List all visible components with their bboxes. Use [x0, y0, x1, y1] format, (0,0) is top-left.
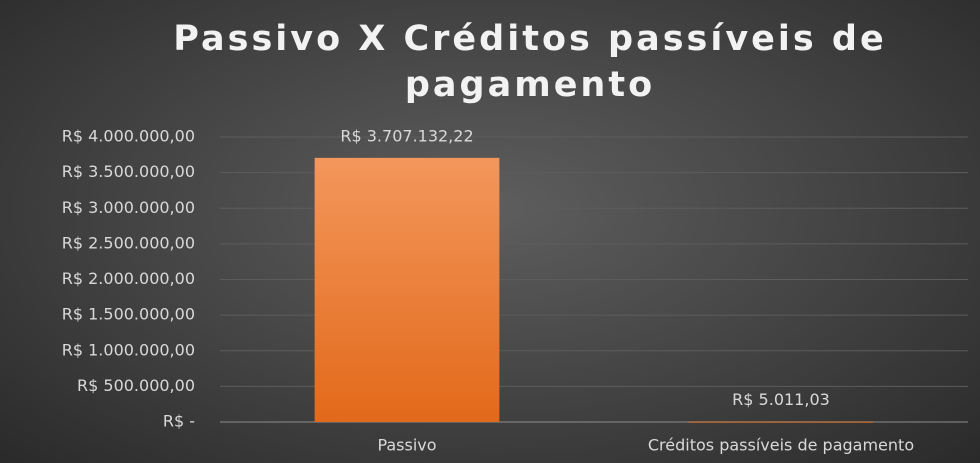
y-tick-label: R$ 3.500.000,00: [62, 162, 195, 181]
y-tick-label: R$ 500.000,00: [77, 376, 195, 395]
y-tick-label: R$ 1.000.000,00: [62, 340, 195, 359]
y-tick-label: R$ -: [163, 412, 195, 431]
data-label: R$ 5.011,03: [732, 390, 830, 409]
data-label: R$ 3.707.132,22: [340, 126, 473, 145]
x-tick-label: Créditos passíveis de pagamento: [648, 436, 914, 455]
chart-title: Passivo X Créditos passíveis de pagament…: [173, 19, 887, 105]
bar: [688, 421, 874, 423]
y-tick-label: R$ 3.000.000,00: [62, 198, 195, 217]
y-tick-label: R$ 1.500.000,00: [62, 305, 195, 324]
y-tick-label: R$ 2.500.000,00: [62, 233, 195, 252]
x-tick-label: Passivo: [377, 436, 436, 455]
bar: [314, 157, 500, 423]
y-tick-label: R$ 2.000.000,00: [62, 269, 195, 288]
y-tick-label: R$ 4.000.000,00: [62, 127, 195, 146]
